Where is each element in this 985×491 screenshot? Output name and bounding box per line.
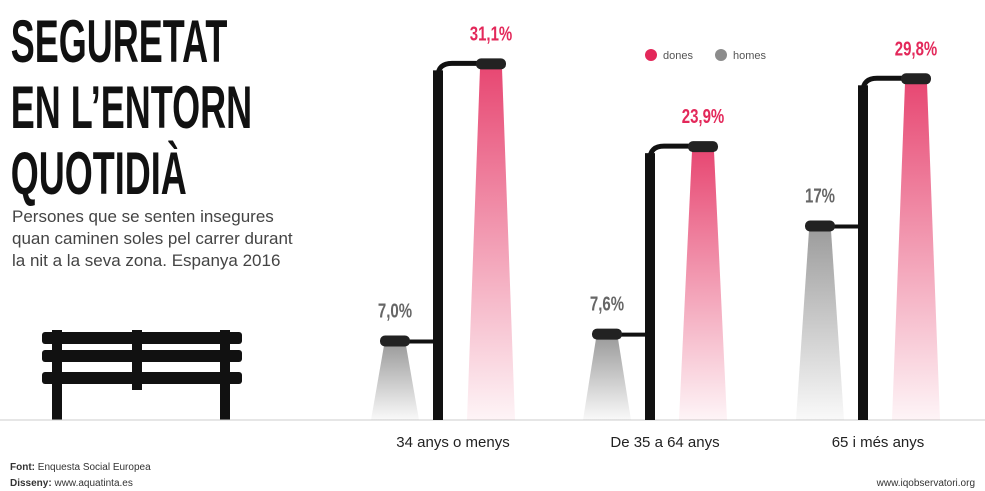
- lamp-head: [380, 335, 410, 347]
- legend-label: homes: [733, 50, 767, 62]
- value-label: 17%: [805, 184, 835, 207]
- bar: [371, 345, 419, 420]
- value-label: 29,8%: [895, 37, 938, 60]
- lamp-pole: [858, 85, 868, 421]
- source-label: Font:: [10, 462, 35, 473]
- bar: [679, 151, 727, 420]
- lamp-head: [805, 220, 835, 232]
- value-label: 31,1%: [470, 22, 513, 45]
- lamp-head: [901, 73, 931, 85]
- legend-swatch: [715, 49, 727, 61]
- lamp-head: [592, 328, 622, 340]
- value-label: 23,9%: [682, 105, 725, 128]
- title-line: EN L’ENTORN: [11, 75, 252, 142]
- design: Disseny: www.aquatinta.es: [10, 478, 133, 489]
- title: SEGURETAT EN L’ENTORN QUOTIDIÀ: [11, 9, 252, 208]
- bar: [583, 338, 631, 420]
- subtitle-line: la nit a la seva zona. Espanya 2016: [12, 251, 280, 270]
- source: Font: Enquesta Social Europea: [10, 462, 151, 473]
- lamp-head: [476, 58, 506, 70]
- legend-label: dones: [663, 50, 693, 62]
- lamp-arm: [647, 143, 703, 160]
- lamp-arm: [435, 60, 491, 77]
- subtitle-line: quan caminen soles pel carrer durant: [12, 229, 293, 248]
- url: www.iqobservatori.org: [876, 478, 975, 489]
- x-tick-label: 34 anys o menys: [396, 434, 509, 451]
- bar: [467, 68, 515, 420]
- bar: [796, 230, 844, 420]
- bar: [892, 83, 940, 421]
- design-text: www.aquatinta.es: [53, 478, 132, 489]
- x-tick-label: De 35 a 64 anys: [610, 434, 719, 451]
- lamp-pole: [433, 70, 443, 420]
- x-tick-label: 65 i més anys: [832, 434, 925, 451]
- bench: [42, 330, 242, 420]
- value-label: 7,6%: [590, 292, 624, 315]
- source-text: Enquesta Social Europea: [38, 462, 151, 473]
- design-label: Disseny:: [10, 478, 52, 489]
- title-line: QUOTIDIÀ: [11, 139, 187, 207]
- title-line: SEGURETAT: [11, 9, 228, 76]
- legend-swatch: [645, 49, 657, 61]
- value-label: 7,0%: [378, 299, 412, 322]
- lamp-head: [688, 141, 718, 153]
- lamp-pole: [645, 153, 655, 420]
- subtitle-line: Persones que se senten insegures: [12, 207, 274, 226]
- lamp-arm: [860, 75, 916, 92]
